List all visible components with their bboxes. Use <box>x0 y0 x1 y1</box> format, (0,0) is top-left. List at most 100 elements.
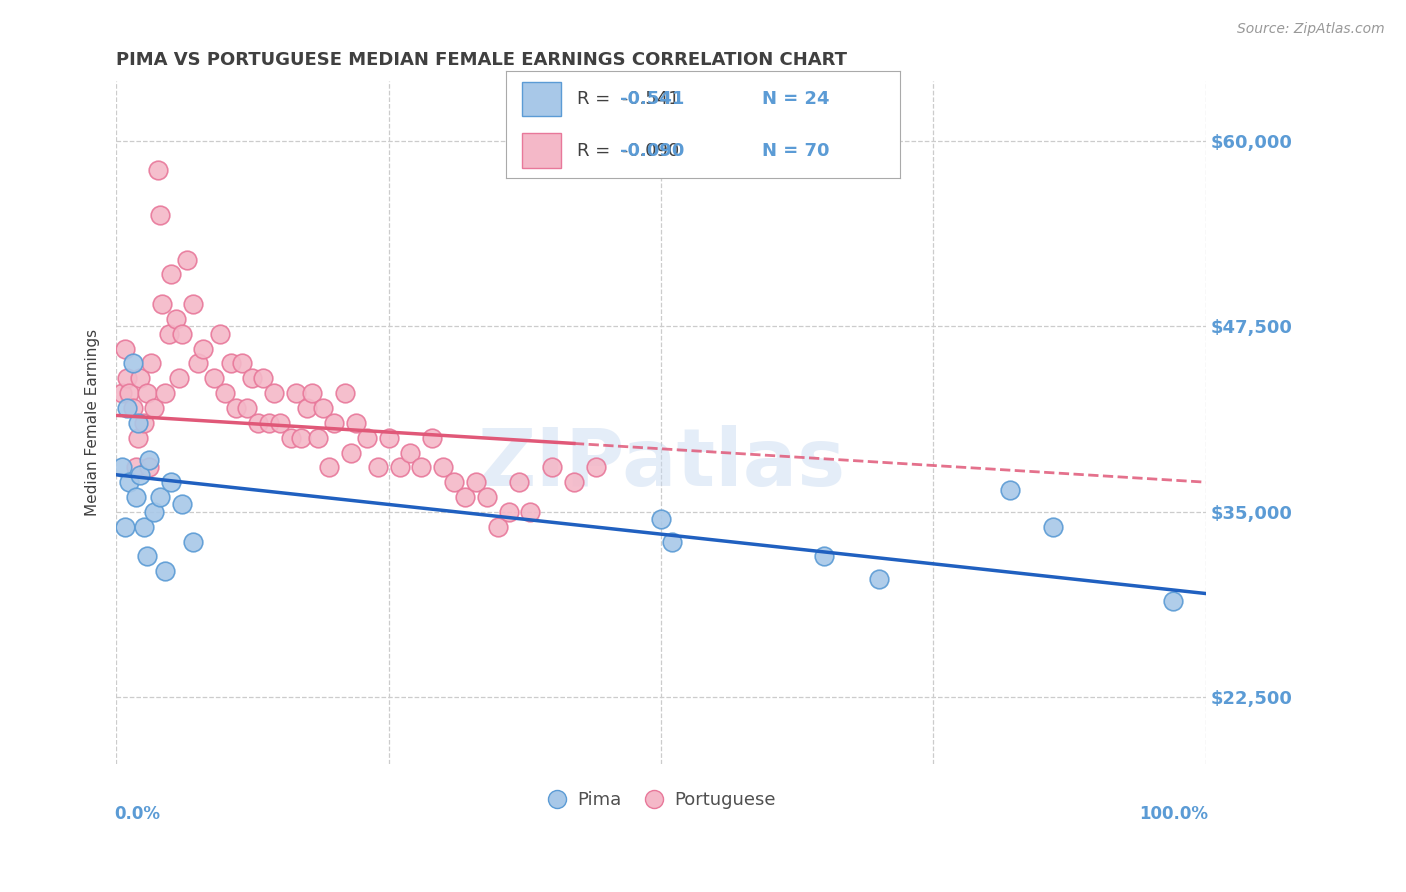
Point <box>159 268 181 282</box>
Point <box>323 416 346 430</box>
Point <box>202 371 225 385</box>
Point <box>118 475 141 490</box>
Point <box>290 431 312 445</box>
Point <box>118 386 141 401</box>
Point <box>508 475 530 490</box>
Point <box>143 505 166 519</box>
Point <box>650 512 672 526</box>
Text: R =  -0.090: R = -0.090 <box>576 142 679 160</box>
Point <box>432 460 454 475</box>
Point <box>295 401 318 415</box>
Point <box>420 431 443 445</box>
Text: ZIPatlas: ZIPatlas <box>477 425 845 503</box>
Point <box>377 431 399 445</box>
Text: PIMA VS PORTUGUESE MEDIAN FEMALE EARNINGS CORRELATION CHART: PIMA VS PORTUGUESE MEDIAN FEMALE EARNING… <box>117 51 848 69</box>
Point <box>121 401 143 415</box>
Point <box>159 475 181 490</box>
Point <box>132 416 155 430</box>
Point <box>115 371 138 385</box>
Point <box>498 505 520 519</box>
Point <box>127 431 149 445</box>
Point <box>169 371 191 385</box>
Point <box>252 371 274 385</box>
Point <box>285 386 308 401</box>
Point <box>138 453 160 467</box>
Point <box>1042 520 1064 534</box>
Point <box>998 483 1021 497</box>
Legend: Pima, Portuguese: Pima, Portuguese <box>540 784 783 817</box>
Point <box>443 475 465 490</box>
Point <box>114 342 136 356</box>
Point <box>181 534 204 549</box>
Point <box>155 564 177 578</box>
Point <box>149 208 172 222</box>
Point <box>155 386 177 401</box>
Point <box>208 326 231 341</box>
Bar <box>522 82 561 116</box>
Text: -0.090: -0.090 <box>620 142 685 160</box>
Point <box>236 401 259 415</box>
Text: N = 24: N = 24 <box>762 90 830 108</box>
Point <box>143 401 166 415</box>
Point <box>187 356 209 370</box>
Text: -0.541: -0.541 <box>620 90 685 108</box>
Point <box>138 460 160 475</box>
Point <box>129 371 152 385</box>
Point <box>170 326 193 341</box>
Point <box>242 371 264 385</box>
Point <box>135 386 157 401</box>
Point <box>562 475 585 490</box>
Point <box>813 549 835 564</box>
Text: N = 70: N = 70 <box>762 142 830 160</box>
Point <box>318 460 340 475</box>
Point <box>280 431 302 445</box>
Point <box>115 401 138 415</box>
Point <box>454 490 477 504</box>
Text: 0.0%: 0.0% <box>114 805 160 823</box>
Point <box>129 467 152 482</box>
Point <box>661 534 683 549</box>
Point <box>464 475 486 490</box>
Point <box>344 416 367 430</box>
Point <box>181 297 204 311</box>
Text: 100.0%: 100.0% <box>1139 805 1208 823</box>
Point <box>486 520 509 534</box>
Point <box>176 252 198 267</box>
Point <box>111 386 134 401</box>
Point <box>339 445 361 459</box>
Bar <box>522 134 561 168</box>
Point <box>519 505 541 519</box>
Point <box>111 460 134 475</box>
Text: Source: ZipAtlas.com: Source: ZipAtlas.com <box>1237 22 1385 37</box>
Point <box>225 401 247 415</box>
Point <box>367 460 389 475</box>
Point <box>125 460 148 475</box>
Point <box>114 520 136 534</box>
Point <box>411 460 433 475</box>
Point <box>193 342 215 356</box>
Point <box>475 490 498 504</box>
Point <box>585 460 607 475</box>
Point <box>356 431 378 445</box>
Point <box>1161 594 1184 608</box>
Point <box>214 386 236 401</box>
Point <box>121 356 143 370</box>
Point <box>312 401 335 415</box>
Point <box>149 490 172 504</box>
Text: R =  -0.541: R = -0.541 <box>576 90 679 108</box>
Point <box>333 386 356 401</box>
Point <box>231 356 253 370</box>
Point <box>269 416 291 430</box>
Point <box>157 326 180 341</box>
Point <box>257 416 280 430</box>
Point <box>541 460 564 475</box>
Point <box>125 490 148 504</box>
Point <box>127 416 149 430</box>
Point <box>301 386 323 401</box>
Point <box>219 356 242 370</box>
Point <box>263 386 285 401</box>
Y-axis label: Median Female Earnings: Median Female Earnings <box>86 329 100 516</box>
Point <box>135 549 157 564</box>
Point <box>399 445 422 459</box>
Point <box>388 460 411 475</box>
